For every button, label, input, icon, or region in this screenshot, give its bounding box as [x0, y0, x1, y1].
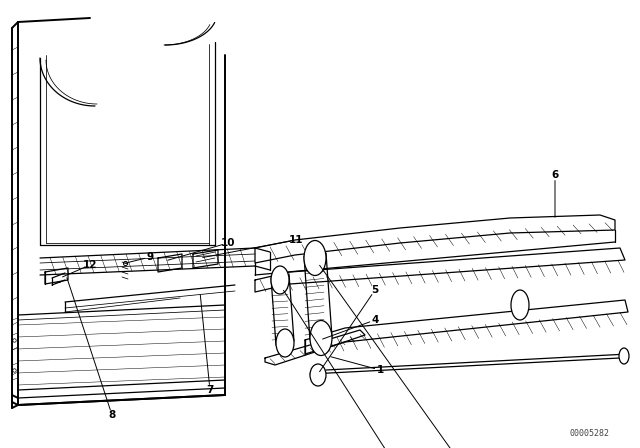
Text: 8: 8 — [108, 410, 116, 420]
Text: 12: 12 — [83, 260, 97, 270]
Ellipse shape — [304, 241, 326, 276]
Ellipse shape — [310, 320, 332, 356]
Ellipse shape — [271, 266, 289, 294]
Text: 4: 4 — [371, 315, 379, 325]
Ellipse shape — [619, 348, 629, 364]
Ellipse shape — [310, 364, 326, 386]
Text: 9: 9 — [147, 252, 154, 262]
Text: 6: 6 — [552, 170, 559, 180]
Text: 10: 10 — [221, 238, 236, 248]
Text: 1: 1 — [376, 365, 383, 375]
Ellipse shape — [276, 329, 294, 357]
Text: 7: 7 — [206, 385, 214, 395]
Ellipse shape — [511, 290, 529, 320]
Text: 5: 5 — [371, 285, 379, 295]
Text: 11: 11 — [289, 235, 303, 245]
Text: 00005282: 00005282 — [570, 429, 610, 438]
